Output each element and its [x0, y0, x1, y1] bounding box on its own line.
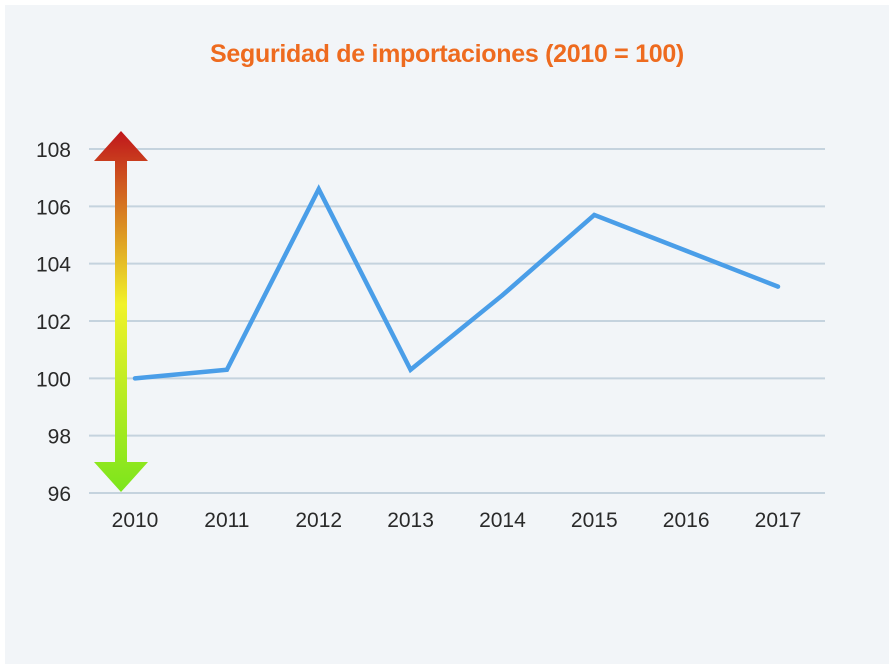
x-tick-label: 2015 [571, 509, 618, 532]
y-axis-ticks: 96 98 100 102 104 106 108 [36, 139, 71, 506]
data-point-2014 [500, 293, 505, 298]
x-tick-label: 2013 [387, 509, 434, 532]
y-tick-label: 100 [36, 368, 71, 391]
data-point-2012 [316, 187, 321, 192]
chart-title: Seguridad de importaciones (2010 = 100) [210, 40, 684, 68]
x-axis-ticks: 2010 2011 2012 2013 2014 2015 2016 2017 [112, 509, 802, 532]
x-tick-label: 2017 [755, 509, 802, 532]
series-line [132, 184, 781, 381]
x-tick-label: 2016 [663, 509, 710, 532]
chart-card [5, 5, 889, 664]
x-tick-label: 2011 [204, 509, 249, 532]
y-tick-label: 102 [36, 311, 71, 334]
y-tick-label: 106 [36, 196, 71, 219]
data-point-2016 [684, 248, 689, 253]
y-tick-label: 104 [36, 254, 71, 277]
data-point-2010 [133, 376, 137, 381]
x-tick-label: 2012 [295, 509, 342, 532]
data-point-2017 [776, 284, 780, 289]
series-layer [132, 184, 781, 381]
x-tick-label: 2010 [112, 509, 159, 532]
gridlines [89, 148, 825, 494]
data-point-2015 [592, 212, 597, 217]
data-point-2013 [408, 367, 413, 372]
data-point-2011 [224, 367, 229, 372]
x-tick-label: 2014 [479, 509, 526, 532]
y-tick-label: 98 [48, 426, 71, 449]
y-tick-label: 96 [48, 483, 71, 506]
y-tick-label: 108 [36, 139, 71, 162]
gradient-range-arrow [94, 131, 148, 492]
